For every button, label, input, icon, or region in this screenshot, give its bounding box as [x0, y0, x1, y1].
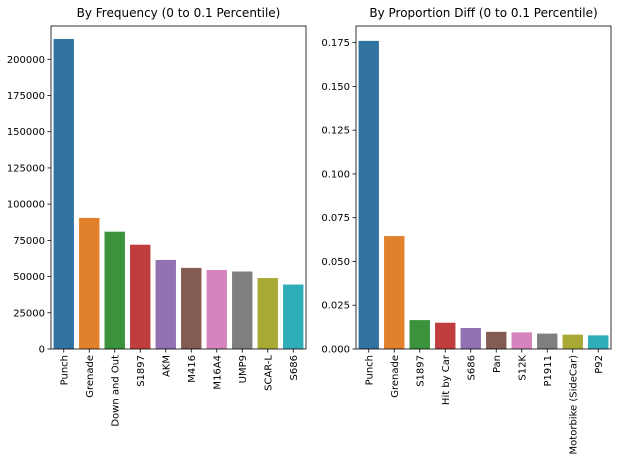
frequency-bar: [232, 271, 253, 349]
frequency-chart-x-axis: Punch Grenade Down and Out S1897 AKM M416 M16A…: [59, 349, 300, 427]
frequency-chart-frame: [50, 25, 307, 350]
frequency-bar: [53, 39, 74, 349]
frequency-x-tick-label: M416: [187, 355, 198, 383]
frequency-chart-bars: [53, 39, 304, 349]
frequency-bar: [206, 270, 227, 349]
frequency-bar: [130, 244, 151, 349]
frequency-x-tick-label: Punch: [59, 355, 70, 385]
frequency-y-tick-label: 0: [39, 345, 45, 356]
proportion-diff-y-tick-label: 0.100: [321, 169, 350, 180]
frequency-bar: [104, 231, 125, 349]
frequency-x-tick-label: Grenade: [85, 355, 96, 398]
frequency-y-tick-label: 75000: [13, 236, 45, 247]
proportion-diff-x-tick-label: Grenade: [390, 355, 401, 398]
proportion-diff-y-tick-label: 0.050: [321, 257, 350, 268]
proportion-diff-y-tick-label: 0.000: [321, 345, 350, 356]
frequency-bar: [283, 284, 304, 349]
frequency-y-tick-label: 200000: [7, 55, 45, 66]
proportion-diff-chart-y-axis: 0.000 0.025 0.050 0.075 0.100 0.125 0.150 0.175: [321, 38, 356, 356]
proportion-diff-bar: [409, 320, 430, 349]
frequency-x-tick-label: S686: [289, 355, 300, 380]
proportion-diff-chart-title: By Proportion Diff (0 to 0.1 Percentile): [369, 6, 597, 20]
frequency-x-tick-label: AKM: [161, 355, 172, 377]
proportion-diff-bar: [486, 331, 507, 349]
frequency-x-tick-label: Down and Out: [110, 355, 121, 427]
proportion-diff-x-tick-label: Pan: [492, 355, 503, 373]
frequency-chart-y-axis: 0 25000 50000 75000 100000 125000 150000 175000…: [7, 55, 51, 356]
proportion-diff-x-tick-label: S12K: [517, 355, 528, 381]
proportion-diff-chart-bars: [358, 40, 609, 349]
frequency-bar: [181, 267, 202, 349]
proportion-diff-x-tick-label: S686: [466, 355, 477, 380]
proportion-diff-x-tick-label: S1897: [415, 355, 426, 387]
frequency-x-tick-label: S1897: [136, 355, 147, 387]
proportion-diff-bar: [537, 333, 558, 349]
frequency-x-tick-label: SCAR-L: [263, 355, 274, 391]
frequency-x-tick-label: M16A4: [212, 355, 223, 390]
proportion-diff-bar: [384, 236, 405, 349]
proportion-diff-bar: [460, 327, 481, 349]
proportion-diff-bar: [588, 335, 609, 349]
proportion-diff-x-tick-label: P1911: [543, 355, 554, 386]
proportion-diff-bar: [562, 334, 583, 349]
proportion-diff-y-tick-label: 0.025: [321, 301, 350, 312]
frequency-y-tick-label: 175000: [7, 91, 45, 102]
frequency-bar: [155, 259, 176, 349]
proportion-diff-chart: By Proportion Diff (0 to 0.1 Percentile)…: [321, 6, 612, 454]
proportion-diff-bar: [358, 40, 379, 349]
proportion-diff-y-tick-label: 0.150: [321, 82, 350, 93]
frequency-bar: [257, 278, 278, 349]
frequency-y-tick-label: 100000: [7, 200, 45, 211]
proportion-diff-bar: [435, 322, 456, 349]
frequency-chart-title: By Frequency (0 to 0.1 Percentile): [77, 6, 281, 20]
proportion-diff-y-tick-label: 0.175: [321, 38, 350, 49]
frequency-y-tick-label: 25000: [13, 308, 45, 319]
proportion-diff-y-tick-label: 0.125: [321, 126, 350, 137]
frequency-x-tick-label: UMP9: [238, 355, 249, 383]
proportion-diff-x-tick-label: Hit by Car: [441, 354, 452, 405]
frequency-chart: By Frequency (0 to 0.1 Percentile) 0 2500…: [7, 6, 307, 427]
proportion-diff-chart-frame: [355, 25, 612, 350]
proportion-diff-x-tick-label: Punch: [364, 355, 375, 385]
proportion-diff-y-tick-label: 0.075: [321, 213, 350, 224]
proportion-diff-chart-x-axis: Punch Grenade S1897 Hit by Car S686 Pan S12K P1…: [364, 349, 605, 454]
proportion-diff-x-tick-label: Motorbike (SideCar): [568, 355, 579, 455]
frequency-bar: [79, 217, 100, 349]
frequency-y-tick-label: 125000: [7, 163, 45, 174]
proportion-diff-x-tick-label: P92: [594, 355, 605, 374]
frequency-y-tick-label: 50000: [13, 272, 45, 283]
proportion-diff-bar: [511, 332, 532, 349]
frequency-y-tick-label: 150000: [7, 127, 45, 138]
